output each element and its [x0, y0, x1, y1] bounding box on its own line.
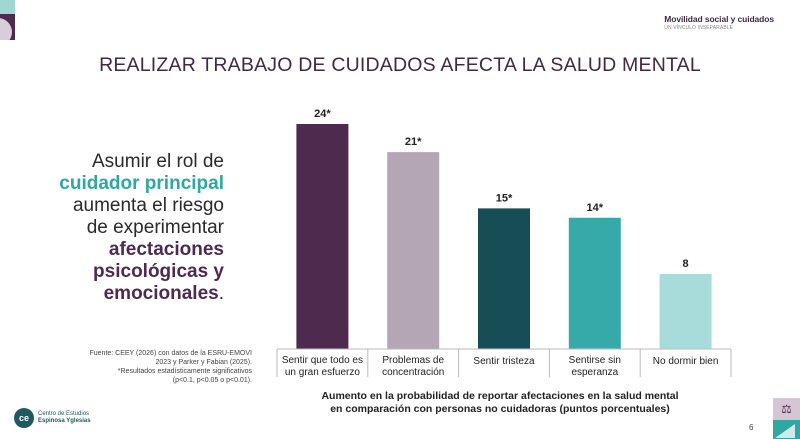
corner-decoration-top-left	[0, 0, 15, 40]
decoration-block	[0, 14, 15, 40]
source-line: 2023 y Parker y Fabian (2025).	[155, 359, 253, 366]
data-label: 14*	[587, 202, 604, 214]
lead-highlight-plum: psicológicas y	[93, 261, 224, 282]
presentation-title: Movilidad social y cuidados	[664, 14, 774, 24]
significance-note: *Resultados estadísticamente significati…	[117, 368, 252, 375]
lead-line: Asumir el rol de	[92, 151, 224, 172]
category-label: Problemas de	[382, 355, 444, 366]
decoration-block	[773, 420, 800, 439]
lead-highlight-plum: emocionales	[103, 283, 219, 304]
category-label: Sentir que todo es	[282, 355, 363, 366]
bar	[296, 124, 349, 349]
lead-statement: Asumir el rol de cuidador principal aume…	[59, 151, 224, 305]
category-label: concentración	[382, 367, 444, 378]
bar	[568, 217, 621, 349]
bar	[478, 208, 530, 349]
source-note: Fuente: CEEY (2026) con datos de la ESRU…	[89, 349, 252, 385]
bar	[387, 152, 440, 349]
lead-highlight-teal: cuidador principal	[59, 173, 224, 194]
category-label: un gran esfuerzo	[285, 367, 360, 378]
significance-note: (p<0.1, p<0.05 o p<0.01).	[172, 377, 252, 384]
ceey-logo-icon: ce	[14, 408, 34, 428]
scale-balance-icon: ⚖	[773, 398, 800, 420]
data-label: 15*	[496, 192, 513, 204]
category-label: Sentir tristeza	[473, 356, 535, 367]
logo-line: Espinosa Yglesias	[38, 418, 91, 424]
x-axis-label-line: en comparación con personas no cuidadora…	[330, 403, 670, 415]
logo-line: Centro de Estudios	[38, 411, 90, 417]
lead-line: aumenta el riesgo	[72, 195, 224, 216]
category-label: No dormir bien	[653, 356, 719, 367]
presentation-subtitle: UN VÍNCULO INSEPARABLE	[664, 25, 734, 31]
organization-logo: ce Centro de Estudios Espinosa Yglesias	[14, 408, 91, 428]
lead-highlight-plum: afectaciones	[108, 239, 224, 260]
page-number: 6	[749, 423, 754, 432]
data-label: 21*	[405, 136, 422, 148]
bar	[659, 274, 712, 349]
lead-line: de experimentar	[86, 217, 224, 238]
decoration-block	[0, 0, 15, 14]
category-label: esperanza	[571, 367, 618, 378]
data-label: 24*	[314, 108, 331, 120]
presentation-header: Movilidad social y cuidados UN VÍNCULO I…	[664, 14, 774, 31]
x-axis-label-line: Aumento en la probabilidad de reportar a…	[321, 390, 679, 402]
data-label: 8	[683, 258, 689, 270]
lead-period: .	[218, 283, 224, 304]
source-line: Fuente: CEEY (2026) con datos de la ESRU…	[89, 350, 252, 357]
corner-decoration-bottom-right: ⚖	[773, 398, 800, 439]
category-label: Sentirse sin	[569, 355, 621, 366]
slide-title: REALIZAR TRABAJO DE CUIDADOS AFECTA LA S…	[99, 54, 701, 76]
x-axis-label: Aumento en la probabilidad de reportar a…	[300, 390, 700, 416]
